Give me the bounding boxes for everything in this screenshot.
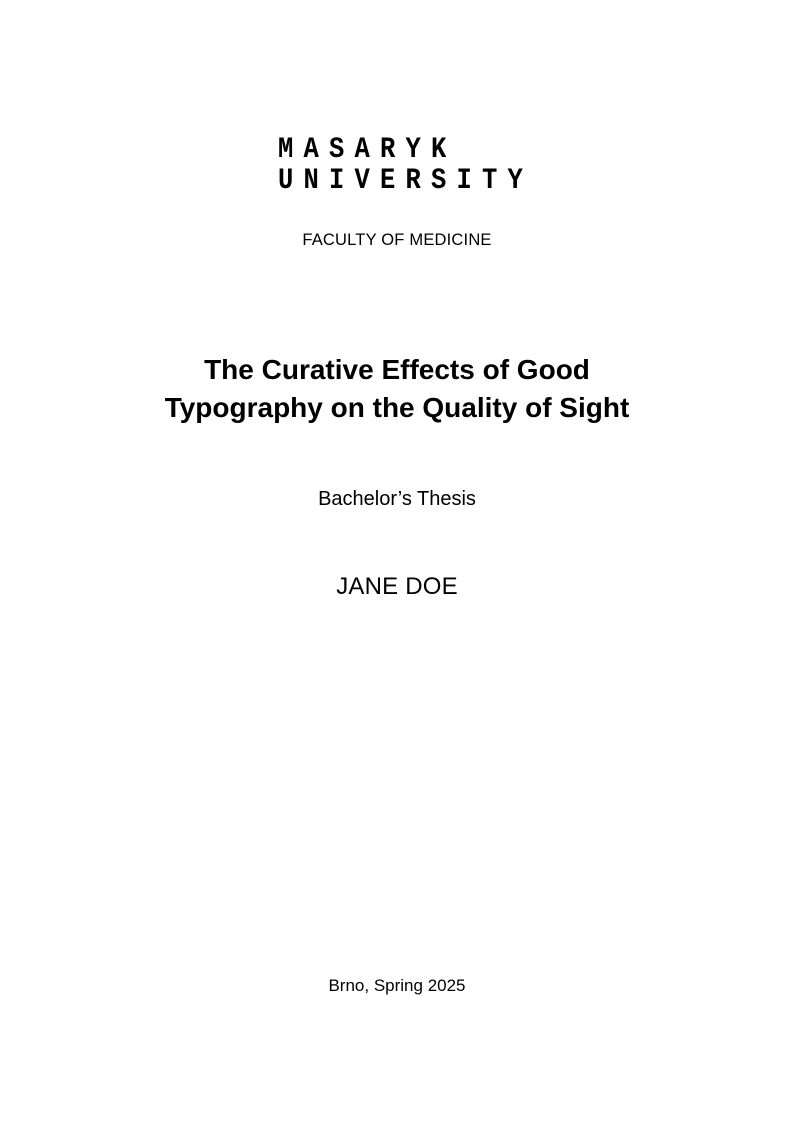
university-logo: MASARYK UNIVERSITY [278,135,533,197]
place-and-date: Brno, Spring 2025 [328,976,466,995]
thesis-title: The Curative Effects of Good Typography … [0,351,794,427]
author-name: JANE DOE [336,573,458,600]
thesis-type-label: Bachelor’s Thesis [318,488,476,510]
university-logo-line-2: UNIVERSITY [278,164,534,198]
university-logo-line-1: MASARYK [278,133,457,167]
thesis-title-line-2: Typography on the Quality of Sight [164,392,630,423]
thesis-title-line-1: The Curative Effects of Good [204,354,590,385]
faculty-name: FACULTY OF MEDICINE [302,231,492,249]
